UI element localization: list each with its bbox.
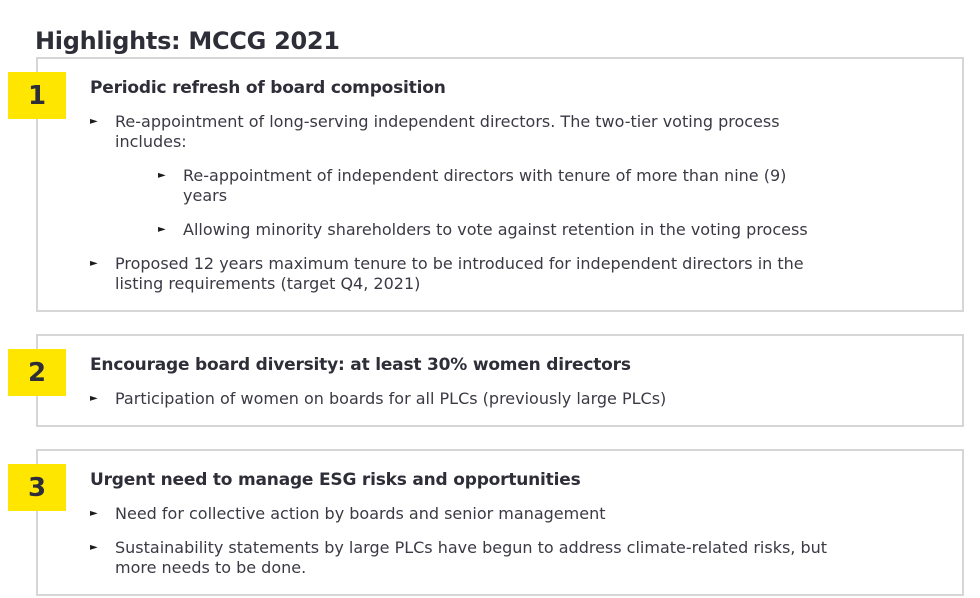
triangle-bullet-icon: ►	[90, 542, 98, 553]
section-2-heading: Encourage board diversity: at least 30% …	[90, 355, 631, 375]
list-item: ► Re-appointment of long-serving indepen…	[90, 112, 938, 152]
section-3-box: 3 Urgent need to manage ESG risks and op…	[8, 449, 964, 596]
list-item: ► Participation of women on boards for a…	[90, 389, 938, 409]
bullet-text: Need for collective action by boards and…	[115, 504, 606, 523]
bullet-text: Participation of women on boards for all…	[115, 389, 667, 408]
list-item: ► Need for collective action by boards a…	[90, 504, 938, 524]
triangle-bullet-icon: ►	[90, 508, 98, 519]
list-item: ► Sustainability statements by large PLC…	[90, 538, 938, 578]
section-2-number-badge: 2	[8, 349, 66, 396]
triangle-bullet-icon: ►	[158, 170, 166, 181]
section-1-number-badge: 1	[8, 72, 66, 119]
section-3-number-badge: 3	[8, 464, 66, 511]
section-1-heading: Periodic refresh of board composition	[90, 78, 446, 98]
triangle-bullet-icon: ►	[158, 224, 166, 235]
list-item: ► Proposed 12 years maximum tenure to be…	[90, 254, 938, 294]
list-item: ► Allowing minority shareholders to vote…	[158, 220, 938, 240]
triangle-bullet-icon: ►	[90, 116, 98, 127]
bullet-text: Allowing minority shareholders to vote a…	[183, 220, 808, 239]
bullet-text: Re-appointment of independent directors …	[183, 166, 787, 205]
sections-container: 1 Periodic refresh of board composition …	[8, 57, 964, 598]
section-1-box: 1 Periodic refresh of board composition …	[8, 57, 964, 312]
bullet-text: Sustainability statements by large PLCs …	[115, 538, 828, 577]
section-2-box: 2 Encourage board diversity: at least 30…	[8, 334, 964, 427]
triangle-bullet-icon: ►	[90, 393, 98, 404]
section-3-heading: Urgent need to manage ESG risks and oppo…	[90, 470, 581, 490]
bullet-text: Proposed 12 years maximum tenure to be i…	[115, 254, 804, 293]
bullet-text: Re-appointment of long-serving independe…	[115, 112, 780, 151]
triangle-bullet-icon: ►	[90, 258, 98, 269]
page-title: Highlights: MCCG 2021	[35, 27, 340, 56]
list-item: ► Re-appointment of independent director…	[158, 166, 938, 206]
